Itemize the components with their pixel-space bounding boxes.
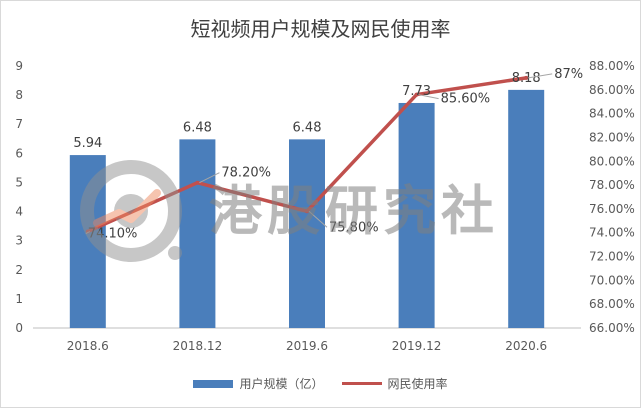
leader-line [418,94,439,100]
x-tick-label: 2018.12 [173,339,223,353]
y-right-tick-label: 84.00% [589,107,635,121]
bar-data-label: 6.48 [293,120,322,135]
y-left-tick-label: 9 [15,59,23,73]
leader-line [308,210,328,228]
bar [508,89,545,328]
y-left-tick-label: 5 [15,175,23,189]
y-left-tick-label: 3 [15,234,23,248]
bar-data-label: 6.48 [183,120,212,135]
line-point [524,75,529,80]
watermark-logo [80,160,182,262]
y-right-tick-label: 72.00% [589,250,635,264]
x-tick-label: 2020.6 [505,339,547,353]
line-point [305,209,309,214]
line-point [414,92,419,97]
bar-data-label: 5.94 [73,136,102,151]
watermark-text: 港股研究社 [209,181,499,242]
legend-item-usage-rate: 网民使用率 [341,375,448,392]
line-data-label: 87% [554,67,583,82]
y-left-tick-label: 1 [15,292,23,306]
legend-swatch-line [341,382,382,385]
line-point [195,180,200,185]
x-tick-label: 2019.12 [392,339,442,353]
line-data-label: 75.80% [329,220,379,235]
y-left-tick-label: 4 [15,205,23,219]
x-tick-label: 2019.6 [286,339,328,353]
line-data-label: 85.60% [441,92,491,107]
legend-label-user-scale: 用户规模（亿） [239,377,324,391]
y-right-tick-label: 70.00% [589,273,635,287]
y-left-tick-label: 2 [15,263,23,277]
y-left-tick-label: 7 [15,117,23,131]
y-left-tick-label: 0 [15,321,23,335]
y-right-tick-label: 80.00% [589,154,635,168]
bar-data-label: 7.73 [402,84,431,99]
y-left-tick-label: 8 [15,88,23,102]
chart-legend: 用户规模（亿） 网民使用率 [1,375,640,392]
bar [398,102,435,329]
leader-line [199,172,220,184]
y-right-tick-label: 66.00% [589,321,635,335]
chart-title: 短视频用户规模及网民使用率 [190,17,451,41]
bar-data-label: 8.18 [512,71,541,86]
y-right-tick-label: 88.00% [589,59,635,73]
y-right-tick-label: 86.00% [589,83,635,97]
y-right-tick-label: 78.00% [589,178,635,192]
y-left-tick-label: 6 [15,146,23,160]
y-right-tick-label: 74.00% [589,226,635,240]
x-tick-label: 2018.6 [67,339,109,353]
bar [289,139,325,328]
bar [179,139,216,328]
leader-line [528,73,553,79]
y-right-tick-label: 68.00% [589,297,635,311]
legend-item-user-scale: 用户规模（亿） [193,375,324,392]
y-right-tick-label: 82.00% [589,130,635,144]
y-right-tick-label: 76.00% [589,202,635,216]
legend-swatch-bar [193,379,234,388]
line-data-label: 78.20% [221,166,271,181]
legend-label-usage-rate: 网民使用率 [387,377,448,391]
